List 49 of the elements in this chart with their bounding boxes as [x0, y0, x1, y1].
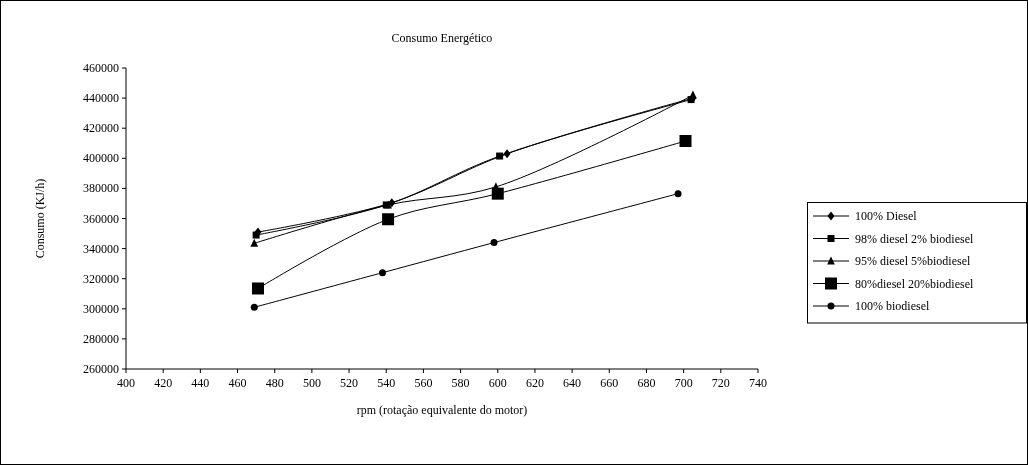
legend-label: 95% diesel 5%biodiesel — [855, 254, 971, 268]
x-tick-label: 520 — [340, 376, 359, 390]
chart-title: Consumo Energético — [391, 31, 493, 45]
y-tick-label: 280000 — [83, 331, 119, 346]
y-tick-label: 360000 — [83, 211, 119, 226]
x-tick-label: 720 — [711, 376, 730, 390]
x-tick-label: 420 — [154, 376, 173, 390]
point — [379, 269, 387, 277]
y-tick-label: 260000 — [83, 362, 119, 376]
legend-label: 80%diesel 20%biodiesel — [855, 276, 974, 291]
y-tick-label: 300000 — [83, 301, 119, 316]
point — [491, 187, 504, 200]
point — [251, 282, 264, 295]
point — [496, 152, 504, 160]
point — [250, 238, 259, 247]
y-tick-label: 440000 — [83, 91, 119, 106]
x-axis-title: rpm (rotação equivalente do motor) — [356, 403, 528, 417]
x-tick-label: 660 — [600, 376, 619, 390]
x-tick-label: 480 — [265, 376, 284, 390]
point — [382, 213, 395, 226]
y-tick-label: 420000 — [83, 121, 119, 136]
point — [252, 231, 260, 239]
legend-label: 98% diesel 2% biodiesel — [855, 231, 974, 246]
x-tick-label: 440 — [191, 376, 210, 390]
y-tick-label: 460000 — [83, 61, 119, 75]
legend-label: 100% Diesel — [855, 209, 918, 223]
x-tick-label: 500 — [302, 376, 321, 390]
y-tick-label: 340000 — [83, 241, 119, 256]
x-tick-label: 600 — [488, 376, 507, 390]
point — [689, 90, 697, 99]
x-tick-label: 460 — [228, 376, 247, 390]
y-tick-label: 380000 — [83, 181, 119, 196]
point — [250, 303, 258, 311]
point — [679, 134, 692, 147]
x-tick-label: 640 — [563, 376, 582, 390]
y-axis-title: Consumo (KJ/h) — [33, 178, 47, 259]
y-tick-label: 320000 — [83, 271, 119, 286]
x-tick-label: 740 — [749, 376, 767, 390]
legend-label: 100% biodiesel — [855, 299, 930, 313]
x-tick-label: 540 — [377, 376, 396, 390]
y-tick-label: 400000 — [83, 151, 119, 166]
x-tick-label: 400 — [117, 376, 135, 390]
x-tick-label: 680 — [637, 376, 656, 390]
x-tick-label: 620 — [525, 376, 544, 390]
point — [674, 190, 682, 198]
x-tick-label: 700 — [674, 376, 693, 390]
x-tick-label: 560 — [414, 376, 433, 390]
x-tick-label: 580 — [451, 376, 470, 390]
point — [490, 239, 498, 247]
